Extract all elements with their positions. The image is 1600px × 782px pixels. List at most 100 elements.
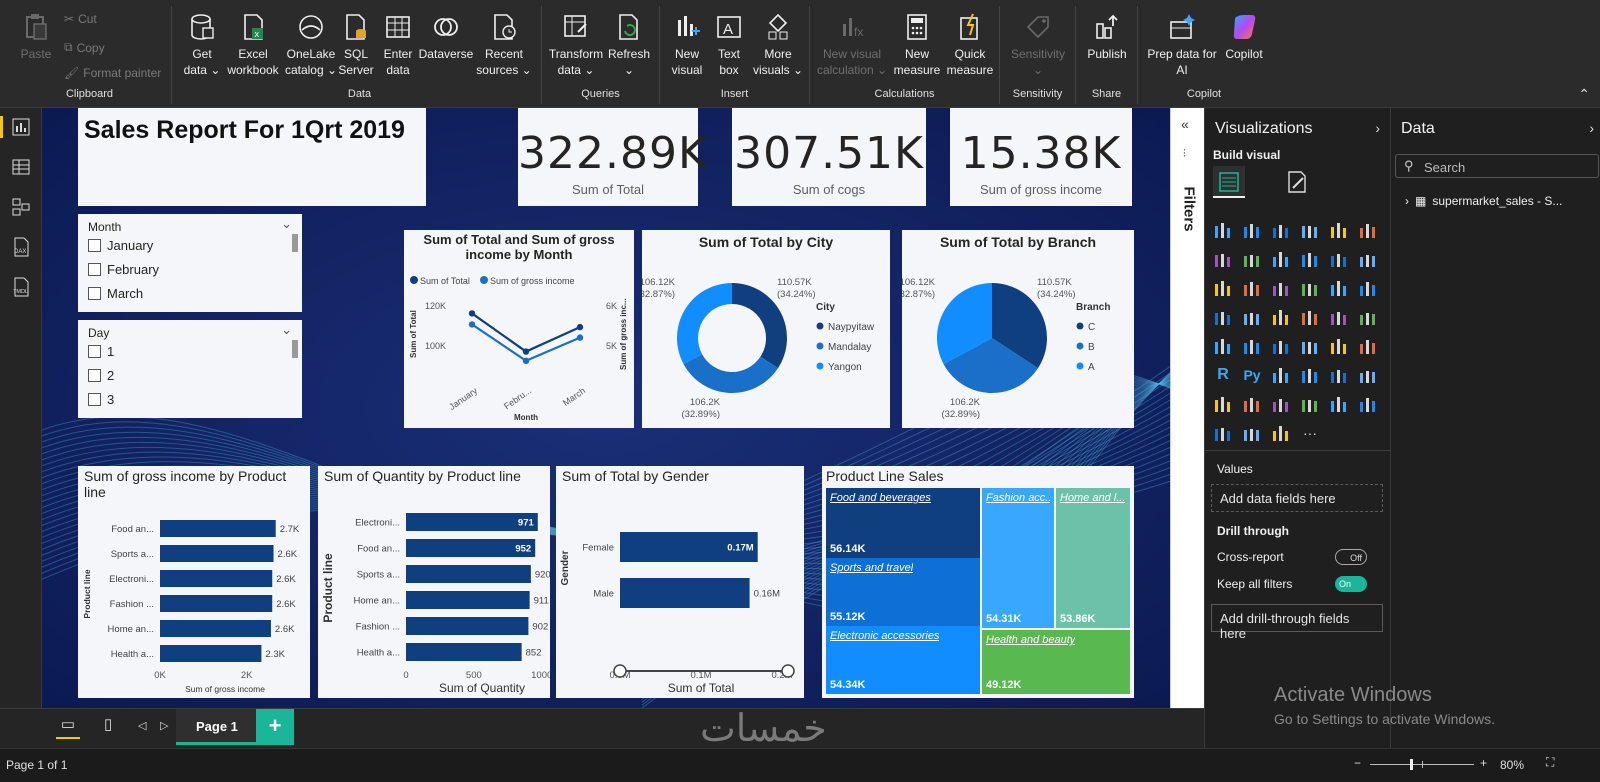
- treemap-tile[interactable]: Electronic accessories 54.34K: [826, 626, 980, 694]
- pie-slice[interactable]: [992, 283, 1047, 369]
- map-visual-icon[interactable]: [1242, 307, 1262, 327]
- treemap-tile[interactable]: Fashion acc... 54.31K: [982, 488, 1054, 628]
- more-visuals-button[interactable]: More visuals ⌄: [750, 12, 806, 78]
- stacked-bar-visual-icon[interactable]: [1213, 220, 1233, 240]
- qa-visual-icon[interactable]: [1329, 365, 1349, 385]
- python-visual-visual-icon[interactable]: Py: [1243, 367, 1261, 383]
- pie-slice[interactable]: [943, 338, 1038, 393]
- slicer-scrollbar[interactable]: [292, 340, 298, 358]
- pie-visual-icon[interactable]: [1329, 278, 1349, 298]
- bar[interactable]: [160, 620, 271, 637]
- card-visual-icon[interactable]: [1213, 336, 1233, 356]
- filled-map-visual-icon[interactable]: [1271, 307, 1291, 327]
- get-data-button[interactable]: Get data ⌄: [182, 12, 222, 78]
- new-visual-button[interactable]: New visual: [666, 12, 708, 78]
- scatter-visual-icon[interactable]: [1300, 278, 1320, 298]
- mobile-layout-icon[interactable]: ▯: [104, 716, 113, 733]
- slicer-item-march[interactable]: March: [88, 286, 143, 301]
- decomposition-tree-visual-icon[interactable]: [1300, 365, 1320, 385]
- donut-visual-icon[interactable]: [1358, 278, 1378, 298]
- tmdl-view-icon[interactable]: TMDL: [10, 276, 32, 298]
- data-point[interactable]: [576, 334, 584, 341]
- checkbox[interactable]: [88, 239, 101, 252]
- zoom-in-button[interactable]: +: [1480, 756, 1488, 770]
- checkbox[interactable]: [88, 369, 101, 382]
- card-new-visual-icon[interactable]: [1358, 307, 1378, 327]
- fabric-2-visual-icon[interactable]: [1242, 423, 1262, 443]
- refresh-button[interactable]: Refresh ⌄: [606, 12, 652, 78]
- collapse-pane-icon[interactable]: ›: [1589, 120, 1594, 136]
- publish-button[interactable]: Publish: [1082, 12, 1132, 62]
- table-visual-icon[interactable]: [1329, 336, 1349, 356]
- checkbox[interactable]: [88, 287, 101, 300]
- waterfall-visual-icon[interactable]: [1242, 278, 1262, 298]
- bar[interactable]: [160, 520, 276, 537]
- key-influencers-visual-icon[interactable]: [1271, 365, 1291, 385]
- sql-server-button[interactable]: SQL Server: [336, 12, 376, 78]
- chevron-down-icon[interactable]: ⌄: [281, 322, 292, 337]
- page-tab-1[interactable]: Page 1: [176, 709, 256, 745]
- clustered-column-visual-icon[interactable]: [1300, 220, 1320, 240]
- donut-chart-card-city[interactable]: Sum of Total by City 110.57K (34.24%) 106.…: [642, 230, 890, 428]
- cross-report-toggle[interactable]: Off: [1335, 549, 1367, 565]
- data-point[interactable]: [468, 310, 476, 317]
- prep-data-ai-button[interactable]: Prep data for AI: [1142, 12, 1222, 78]
- bar[interactable]: [620, 578, 750, 608]
- zoom-out-button[interactable]: −: [1354, 756, 1362, 770]
- transform-data-button[interactable]: Transform data ⌄: [548, 12, 604, 78]
- onelake-catalog-button[interactable]: OneLake catalog ⌄: [284, 12, 338, 78]
- format-visual-tab[interactable]: [1281, 166, 1313, 198]
- line-visual-icon[interactable]: [1213, 249, 1233, 269]
- slicer-scrollbar[interactable]: [292, 234, 298, 252]
- slicer-day[interactable]: Day ⌄ 1 2 3: [78, 320, 302, 418]
- excel-workbook-button[interactable]: x Excel workbook: [222, 12, 284, 78]
- multi-row-card-visual-icon[interactable]: [1242, 336, 1262, 356]
- new-measure-button[interactable]: New measure: [892, 12, 942, 78]
- bar[interactable]: [406, 513, 538, 531]
- sensitivity-button[interactable]: Sensitivity ⌄: [1006, 12, 1070, 78]
- zoom-slider-thumb[interactable]: [1410, 759, 1413, 770]
- keep-filters-toggle[interactable]: On: [1335, 576, 1367, 592]
- checkbox[interactable]: [88, 345, 101, 358]
- slicer-item-3[interactable]: 3: [88, 392, 114, 407]
- power-automate-2-visual-icon[interactable]: [1329, 394, 1349, 414]
- line-column-2-visual-icon[interactable]: [1358, 249, 1378, 269]
- search-box[interactable]: ⚲ Search: [1395, 154, 1599, 178]
- stacked-column-visual-icon[interactable]: [1242, 220, 1262, 240]
- stacked-area-visual-icon[interactable]: [1271, 249, 1291, 269]
- filters-pane-collapsed[interactable]: « ⫶ Filters: [1170, 108, 1204, 708]
- bar[interactable]: [406, 539, 536, 557]
- treemap-visual-icon[interactable]: [1213, 307, 1233, 327]
- treemap-tile[interactable]: Food and beverages 56.14K: [826, 488, 980, 558]
- values-well[interactable]: Add data fields here: [1211, 484, 1383, 512]
- pie-slice[interactable]: [937, 283, 992, 365]
- kpi-card-gross-income[interactable]: 15.38K Sum of gross income: [950, 108, 1132, 206]
- dataverse-button[interactable]: Dataverse: [416, 12, 476, 62]
- power-apps-visual-icon[interactable]: [1271, 394, 1291, 414]
- bar-chart-card-gender[interactable]: Sum of Total by Gender Female 0.17M Male 0.…: [556, 466, 804, 698]
- fit-to-page-icon[interactable]: ⛶: [1546, 755, 1555, 769]
- zoom-slider[interactable]: [1370, 759, 1474, 770]
- data-point[interactable]: [522, 357, 530, 364]
- r-visual-visual-icon[interactable]: R: [1217, 366, 1229, 383]
- desktop-layout-icon[interactable]: ▭: [56, 715, 80, 739]
- table-item[interactable]: › ▦ supermarket_sales - S...: [1405, 194, 1562, 208]
- model-view-icon[interactable]: [10, 196, 32, 218]
- bar-chart-card-quantity[interactable]: Sum of Quantity by Product line Electron…: [318, 466, 550, 698]
- treemap-card[interactable]: Product Line Sales Food and beverages 56.…: [822, 466, 1134, 698]
- chevron-right-icon[interactable]: ›: [1405, 194, 1409, 208]
- slicer-item-1[interactable]: 1: [88, 344, 114, 359]
- treemap-tile[interactable]: Sports and travel 55.12K: [826, 558, 980, 626]
- more-visual-icon[interactable]: ···: [1303, 425, 1317, 441]
- pie-slice[interactable]: [683, 354, 778, 393]
- prev-page-icon[interactable]: ◁: [138, 720, 147, 732]
- enter-data-button[interactable]: Enter data: [378, 12, 418, 78]
- funnel-visual-icon[interactable]: [1271, 278, 1291, 298]
- dax-query-view-icon[interactable]: DAX: [10, 236, 32, 258]
- add-page-button[interactable]: +: [256, 709, 294, 745]
- next-page-icon[interactable]: ▷: [160, 720, 169, 732]
- build-visual-tab[interactable]: [1213, 166, 1245, 198]
- bar[interactable]: [406, 643, 522, 661]
- drill-through-well[interactable]: Add drill-through fields here: [1211, 604, 1383, 641]
- bar[interactable]: [160, 645, 262, 662]
